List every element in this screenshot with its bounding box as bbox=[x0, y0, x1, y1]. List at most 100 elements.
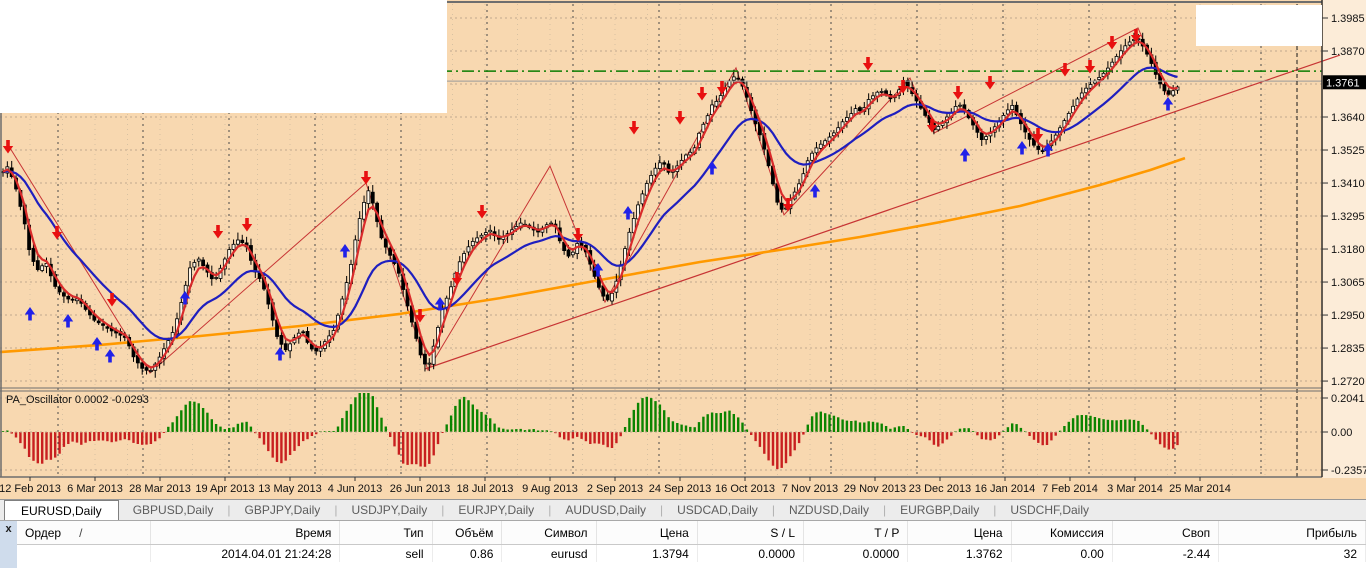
sell-arrow-icon bbox=[476, 205, 488, 219]
buy-arrow-icon bbox=[179, 291, 191, 305]
price-axis-label: 1.3525 bbox=[1331, 145, 1365, 157]
sell-arrow-icon bbox=[952, 86, 964, 100]
toolbox-edge-strip: x bbox=[0, 521, 17, 568]
col-header-7[interactable]: T / P bbox=[803, 521, 909, 545]
date-axis-label: 16 Jan 2014 bbox=[975, 483, 1036, 495]
col-header-label: T / P bbox=[874, 525, 900, 540]
buy-arrow-icon bbox=[1162, 97, 1174, 111]
osc-axis-label: 0.2041 bbox=[1331, 393, 1365, 405]
sell-arrow-icon bbox=[696, 87, 708, 101]
close-icon[interactable]: x bbox=[5, 523, 12, 535]
tab-eurusd[interactable]: EURUSD,Daily bbox=[4, 500, 119, 520]
sell-arrow-icon bbox=[2, 140, 14, 154]
buy-arrow-icon bbox=[1016, 141, 1028, 155]
col-header-label: Объём bbox=[455, 525, 494, 540]
current-price-text: 1.3761 bbox=[1326, 77, 1360, 89]
price-axis-label: 1.3065 bbox=[1331, 277, 1365, 289]
sell-arrow-icon bbox=[212, 225, 224, 239]
price-chart[interactable]: PA_Oscillator 0.0002 -0.0293 1.3985 1.3870… bbox=[0, 0, 1366, 499]
price-axis-label: 1.3640 bbox=[1331, 112, 1365, 124]
order-cell-price_open: 1.3794 bbox=[596, 544, 698, 563]
buy-arrow-icon bbox=[1042, 143, 1054, 157]
tab-gbpjpy[interactable]: GBPJPY,Daily bbox=[244, 503, 321, 517]
sort-indicator: / bbox=[79, 525, 83, 540]
col-header-11[interactable]: Прибыль bbox=[1218, 521, 1366, 545]
tab-usdchf[interactable]: USDCHF,Daily bbox=[1010, 503, 1090, 517]
price-axis-label: 1.2720 bbox=[1331, 376, 1365, 388]
orders-partial-row bbox=[17, 562, 1366, 568]
date-axis-label: 6 Mar 2013 bbox=[67, 483, 123, 495]
tab-usdcad[interactable]: USDCAD,Daily bbox=[677, 503, 758, 517]
sell-arrow-icon bbox=[360, 171, 372, 185]
col-header-label: Прибыль bbox=[1306, 525, 1357, 540]
fast-ma-red-line bbox=[2, 40, 1178, 369]
col-header-0[interactable]: Ордер / bbox=[17, 521, 152, 545]
buy-arrow-icon bbox=[62, 314, 74, 328]
symbol-tabs-bar: EURUSD,Daily GBPUSD,Daily | GBPJPY,Daily | US… bbox=[0, 499, 1366, 520]
buy-arrow-icon bbox=[24, 307, 36, 321]
sell-arrow-icon bbox=[451, 272, 463, 286]
col-header-6[interactable]: S / L bbox=[697, 521, 805, 545]
buy-arrow-icon bbox=[104, 349, 116, 363]
sell-arrow-icon bbox=[572, 228, 584, 242]
order-cell-type: sell bbox=[339, 544, 433, 563]
price-axis-label: 1.3985 bbox=[1331, 13, 1365, 25]
sell-arrow-icon bbox=[984, 76, 996, 90]
tab-separator: | bbox=[548, 503, 552, 517]
col-header-9[interactable]: Комиссия bbox=[1011, 521, 1113, 545]
whiteout-box bbox=[1196, 5, 1322, 46]
tab-separator: | bbox=[227, 503, 231, 517]
tab-eurgbp[interactable]: EURGBP,Daily bbox=[900, 503, 980, 517]
sell-arrow-icon bbox=[926, 119, 938, 133]
price-axis-label: 1.3870 bbox=[1331, 46, 1365, 58]
tab-separator: | bbox=[334, 503, 338, 517]
osc-axis-label: -0.2357 bbox=[1331, 465, 1366, 477]
signal-arrows-layer bbox=[2, 29, 1174, 363]
col-header-2[interactable]: Тип bbox=[339, 521, 433, 545]
tab-gbpusd[interactable]: GBPUSD,Daily bbox=[132, 503, 214, 517]
sell-arrow-icon bbox=[862, 57, 874, 71]
order-row[interactable]: 2014.04.01 21:24:28 sell 0.86 eurusd 1.3794 0… bbox=[17, 544, 1366, 563]
date-axis-label: 29 Nov 2013 bbox=[844, 483, 906, 495]
col-header-label: Ордер bbox=[25, 525, 62, 540]
sell-arrow-icon bbox=[1106, 36, 1118, 50]
date-axis-label: 9 Aug 2013 bbox=[522, 483, 578, 495]
col-header-label: Комиссия bbox=[1050, 525, 1104, 540]
col-header-label: S / L bbox=[770, 525, 796, 540]
col-header-4[interactable]: Символ bbox=[501, 521, 597, 545]
date-axis-label: 23 Dec 2013 bbox=[909, 483, 971, 495]
date-axis-background bbox=[0, 478, 1366, 499]
price-axis-label: 1.3410 bbox=[1331, 178, 1365, 190]
sell-arrow-icon bbox=[716, 81, 728, 95]
sell-arrow-icon bbox=[414, 309, 426, 323]
tab-eurjpy[interactable]: EURJPY,Daily bbox=[458, 503, 535, 517]
col-header-label: Цена bbox=[973, 525, 1003, 540]
tab-separator: | bbox=[993, 503, 997, 517]
col-header-10[interactable]: Своп bbox=[1112, 521, 1220, 545]
col-header-label: Тип bbox=[403, 525, 424, 540]
col-header-1[interactable]: Время bbox=[150, 521, 341, 545]
col-header-8[interactable]: Цена bbox=[907, 521, 1012, 545]
oscillator-histogram bbox=[1, 393, 1179, 470]
sell-arrow-icon bbox=[241, 218, 253, 232]
col-header-5[interactable]: Цена bbox=[596, 521, 698, 545]
whiteout-box bbox=[0, 0, 447, 113]
order-cell-sl: 0.0000 bbox=[697, 544, 805, 563]
order-cell-tp: 0.0000 bbox=[803, 544, 909, 563]
sell-arrow-icon bbox=[1059, 63, 1071, 77]
date-axis-label: 28 Mar 2013 bbox=[129, 483, 191, 495]
buy-arrow-icon bbox=[592, 263, 604, 277]
date-axis-label: 25 Mar 2014 bbox=[1169, 483, 1231, 495]
tab-nzdusd[interactable]: NZDUSD,Daily bbox=[788, 503, 869, 517]
tab-audusd[interactable]: AUDUSD,Daily bbox=[565, 503, 646, 517]
tab-usdjpy[interactable]: USDJPY,Daily bbox=[351, 503, 428, 517]
order-cell-order bbox=[17, 544, 152, 563]
buy-arrow-icon bbox=[339, 244, 351, 258]
price-scale-background bbox=[1323, 0, 1366, 478]
date-axis-label: 7 Nov 2013 bbox=[782, 483, 838, 495]
price-axis-label: 1.2835 bbox=[1331, 343, 1365, 355]
order-cell-time: 2014.04.01 21:24:28 bbox=[150, 544, 341, 563]
sell-arrow-icon bbox=[106, 293, 118, 307]
col-header-3[interactable]: Объём bbox=[432, 521, 503, 545]
date-axis-label: 4 Jun 2013 bbox=[328, 483, 382, 495]
